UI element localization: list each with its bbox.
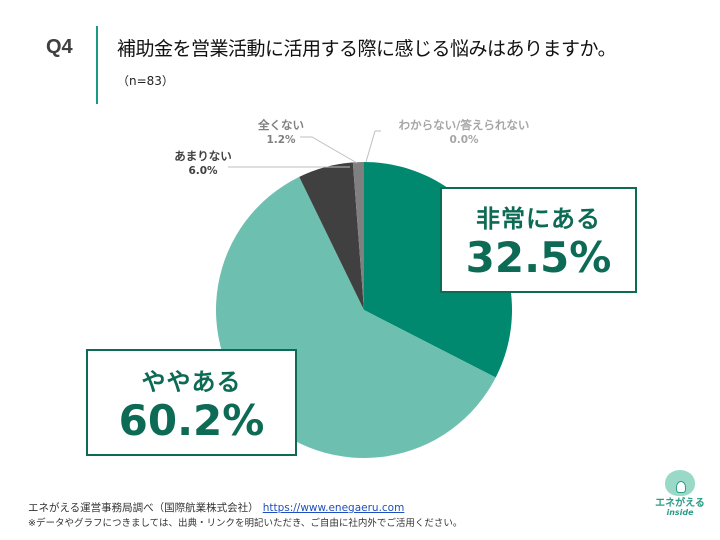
pie-slice-2 [299,162,364,310]
source-line: エネがえる運営事務局調べ（国際航業株式会社） https://www.enegae… [28,500,404,515]
pie-slice-3 [352,162,364,310]
label-unknown-category: わからない/答えられない [398,118,530,132]
brand-logo: エネがえる inside [655,470,705,532]
label-unknown: わからない/答えられない 0.0% [384,117,544,148]
source-link[interactable]: https://www.enegaeru.com [262,502,405,514]
leader-lines [228,130,381,168]
callout-very-value: 32.5% [465,233,612,282]
callout-very: 非常にある 32.5% [440,187,637,293]
label-rarely: あまりない 6.0% [168,148,238,179]
logo-brand: エネがえる [655,498,705,509]
leader-line-none [300,136,358,164]
header-divider [96,26,98,104]
callout-somewhat-category: ややある [141,368,242,396]
usage-note: ※データやグラフにつきましては、出典・リンクを明記いただき、ご自由に社内外でご活… [28,518,463,529]
label-unknown-value: 0.0% [449,134,479,147]
callout-somewhat: ややある 60.2% [86,349,297,456]
callout-very-category: 非常にある [476,205,601,233]
callout-somewhat-value: 60.2% [118,396,265,445]
label-rarely-value: 6.0% [188,165,218,178]
label-none-value: 1.2% [266,134,296,147]
frog-icon [665,470,695,496]
label-rarely-category: あまりない [174,149,232,163]
sample-size: （n=83） [117,74,174,88]
page-title: 補助金を営業活動に活用する際に感じる悩みはありますか。 [117,38,617,60]
label-none: 全くない 1.2% [253,117,309,148]
logo-sub: inside [666,508,694,517]
label-none-category: 全くない [258,118,304,132]
source-text: エネがえる運営事務局調べ（国際航業株式会社） [28,502,259,514]
question-number: Q4 [46,36,73,58]
leader-line-unknown [365,130,381,163]
lightbulb-icon [676,481,686,493]
